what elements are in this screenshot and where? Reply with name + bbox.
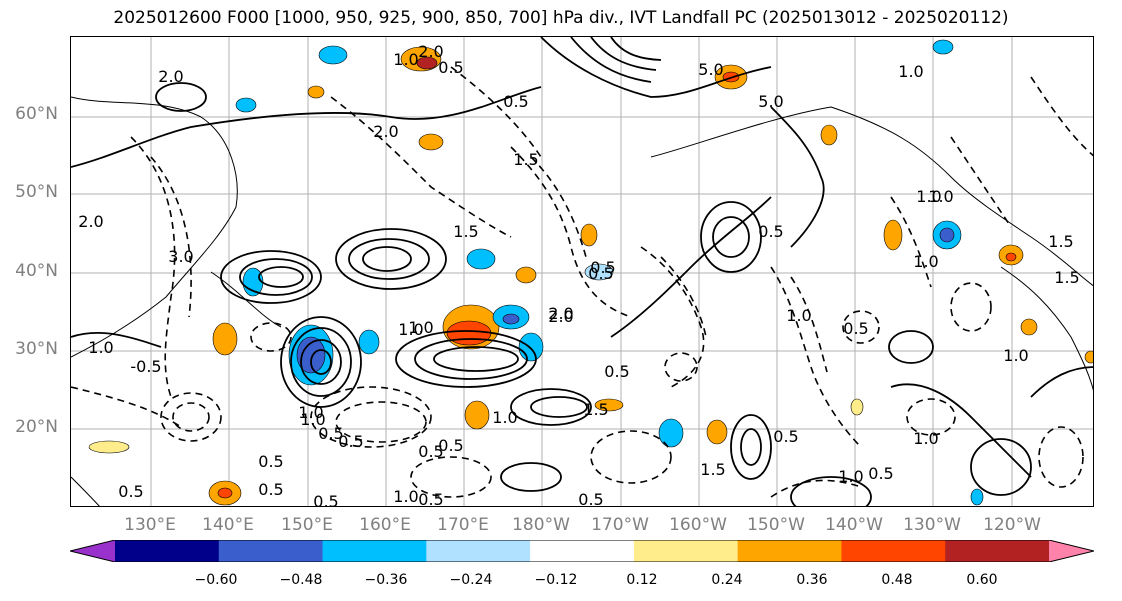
coastlines (71, 96, 1093, 506)
lat-label-20n: 20°N (15, 417, 58, 437)
contour-label: 2.0 (78, 212, 103, 231)
contour-label: 1.5 (700, 460, 725, 479)
contour-label: 2.0 (158, 67, 183, 86)
map-title: 2025012600 F000 [1000, 950, 925, 900, 85… (113, 8, 1009, 28)
colorbar-tick: −0.24 (449, 572, 493, 588)
colorbar-segment (322, 540, 427, 562)
contour-label: 0.5 (118, 482, 143, 501)
colorbar-extend-high (1049, 540, 1094, 562)
contour-label: 0.5 (318, 424, 343, 443)
contour-label: 0.5 (868, 464, 893, 483)
contour-label: 0.5 (438, 58, 463, 77)
contour-label: 0.5 (758, 222, 783, 241)
contour-label: 0.5 (338, 432, 363, 451)
contour-label: 1.5 (1054, 268, 1079, 287)
colorbar-segment (426, 540, 531, 562)
colorbar (70, 540, 1094, 562)
lon-label-140w: 140°W (825, 515, 883, 535)
colorbar-segment (841, 540, 946, 562)
contour-label: 1.0 (492, 408, 517, 427)
contour-label: 0.5 (590, 258, 615, 277)
graticule (71, 37, 1093, 506)
contour-label: 1.0 (928, 187, 953, 206)
contour-label: 1.0 (913, 429, 938, 448)
lon-label-160w: 160°W (669, 515, 727, 535)
colorbar-tick: −0.60 (194, 572, 238, 588)
contour-label: 0.5 (258, 480, 283, 499)
lon-label-160e: 160°E (359, 515, 411, 535)
map-panel: 2.0 1.0 2.0 0.5 0.5 5.0 5.0 1.0 2.0 1.5 … (70, 36, 1094, 507)
contour-label: 0.5 (578, 490, 603, 507)
colorbar-extend-low (70, 540, 115, 562)
contour-label: 2.0 (373, 122, 398, 141)
contour-label: 1.0 (898, 62, 923, 81)
contour-label: 3.0 (168, 247, 193, 266)
colorbar-segment (115, 540, 220, 562)
contour-label: 1.0 (916, 187, 941, 206)
contour-label: 1.5 (1048, 232, 1073, 251)
contour-label: 1.5 (513, 150, 538, 169)
colorbar-tick: −0.36 (364, 572, 408, 588)
lon-label-170w: 170°W (591, 515, 649, 535)
lon-label-140e: 140°E (202, 515, 254, 535)
colorbar-tick: 0.48 (881, 572, 913, 588)
contour-label: 1.0 (393, 487, 418, 506)
contour-label: 1.5 (453, 222, 478, 241)
lat-label-50n: 50°N (15, 182, 58, 202)
contour-label: 1.0 (300, 410, 325, 429)
colorbar-tick: 0.12 (626, 572, 658, 588)
contour-label: 1.0 (298, 403, 323, 422)
contour-label: 0.5 (258, 452, 283, 471)
contour-label: 0.5 (773, 427, 798, 446)
lon-label-150e: 150°E (281, 515, 333, 535)
contour-label: 1.5 (583, 400, 608, 419)
lon-label-130e: 130°E (124, 515, 176, 535)
lon-label-170e: 170°E (437, 515, 489, 535)
colorbar-segment (633, 540, 739, 562)
colorbar-segment (945, 540, 1050, 562)
map-canvas: 2.0 1.0 2.0 0.5 0.5 5.0 5.0 1.0 2.0 1.5 … (71, 37, 1093, 507)
contour-label: 1.0 (1003, 346, 1028, 365)
contour-label: 1.0 (398, 320, 423, 339)
lon-label-180w: 180°W (512, 515, 570, 535)
colorbar-tick: −0.12 (534, 572, 578, 588)
lon-label-120w: 120°W (983, 515, 1041, 535)
colorbar-tick: −0.48 (279, 572, 323, 588)
contour-label: 0.5 (843, 319, 868, 338)
contour-label: -0.5 (130, 357, 161, 376)
contour-label: 5.0 (758, 92, 783, 111)
contour-label: 1.0 (913, 252, 938, 271)
contour-label: 0.5 (438, 436, 463, 455)
contour-label: 2.0 (418, 42, 443, 61)
lat-label-60n: 60°N (15, 104, 58, 124)
contour-label: 0.5 (418, 442, 443, 461)
contour-label: 1.0 (838, 467, 863, 486)
lat-label-30n: 30°N (15, 339, 58, 359)
colorbar-tick: 0.60 (966, 572, 998, 588)
contour-label: 5.0 (698, 60, 723, 79)
lon-label-150w: 150°W (747, 515, 805, 535)
lon-label-130w: 130°W (903, 515, 961, 535)
colorbar-tick: 0.36 (796, 572, 828, 588)
contour-label: 1.0 (408, 318, 433, 337)
contour-label: 1.0 (393, 50, 418, 69)
contour-label: 1.0 (786, 306, 811, 325)
dashed-contours (71, 66, 1093, 498)
contour-label: 2.0 (548, 307, 573, 326)
contour-label: 0.5 (503, 92, 528, 111)
colorbar-segment (737, 540, 842, 562)
solid-contours (71, 37, 1093, 506)
contour-label: 0.5 (604, 362, 629, 381)
contour-label: 0.5 (588, 264, 613, 283)
contour-label: 2.0 (548, 304, 573, 323)
contour-labels: 2.0 1.0 2.0 0.5 0.5 5.0 5.0 1.0 2.0 1.5 … (78, 42, 1079, 507)
contour-label: 0.5 (313, 492, 338, 507)
colorbar-segment (530, 540, 635, 562)
lat-label-40n: 40°N (15, 261, 58, 281)
contour-label: 0.5 (418, 490, 443, 507)
contour-label: 1.0 (88, 338, 113, 357)
colorbar-tick: 0.24 (711, 572, 743, 588)
colorbar-segment (218, 540, 324, 562)
